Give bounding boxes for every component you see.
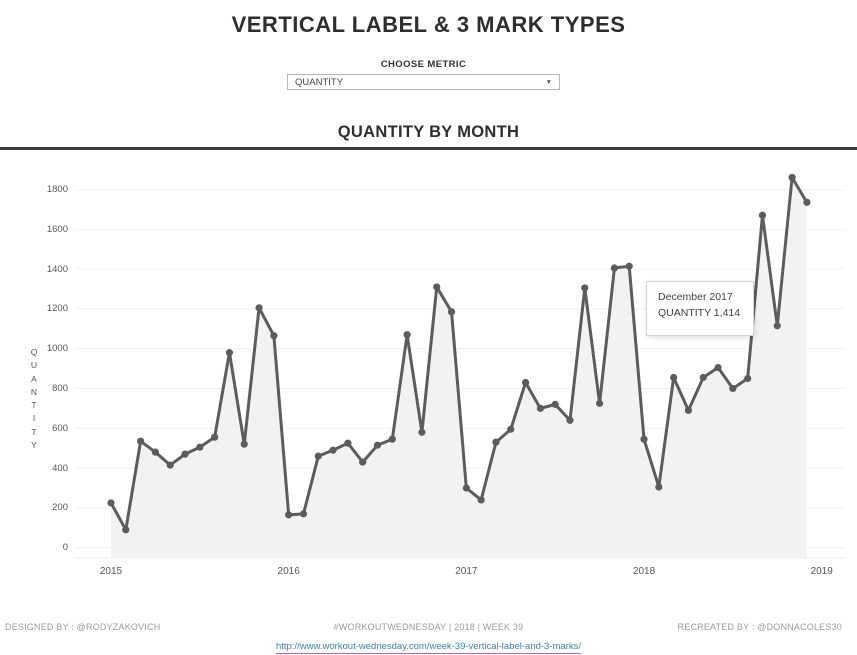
data-point[interactable] <box>536 404 544 412</box>
footer-designed-by: DESIGNED BY : @RODYZAKOVICH <box>5 622 161 632</box>
y-axis-tick-label: 1800 <box>46 183 68 195</box>
y-axis-tick-label: 0 <box>62 542 68 554</box>
data-point[interactable] <box>314 452 322 460</box>
metric-dropdown-value: QUANTITY <box>295 76 344 88</box>
data-point[interactable] <box>329 446 337 454</box>
data-point[interactable] <box>255 304 263 312</box>
data-point[interactable] <box>285 511 293 519</box>
data-point[interactable] <box>758 211 767 219</box>
data-point[interactable] <box>477 496 485 504</box>
y-axis-tick-label: 800 <box>52 382 68 394</box>
y-axis-tick-label: 1000 <box>46 343 68 355</box>
footer-recreated-by: RECREATED BY : @DONNACOLES30 <box>677 622 842 632</box>
chart-canvas[interactable] <box>0 160 857 600</box>
metric-picker-label: CHOOSE METRIC <box>380 59 467 70</box>
chart-title: QUANTITY BY MONTH <box>337 123 520 141</box>
data-point[interactable] <box>403 331 411 339</box>
data-point[interactable] <box>729 384 737 393</box>
data-point[interactable] <box>299 510 308 518</box>
data-point[interactable] <box>788 173 796 182</box>
x-axis-tick-label: 2015 <box>99 566 123 577</box>
data-point[interactable] <box>373 441 382 449</box>
y-axis-tick-label: 1200 <box>46 303 68 315</box>
data-point[interactable] <box>699 373 707 382</box>
data-point[interactable] <box>655 483 663 491</box>
data-point[interactable] <box>107 499 115 507</box>
data-point[interactable] <box>388 435 396 443</box>
data-point[interactable] <box>744 374 752 383</box>
y-axis-tick-label: 1400 <box>46 263 68 275</box>
data-point[interactable] <box>670 373 678 382</box>
data-point[interactable] <box>447 308 456 316</box>
data-point[interactable] <box>137 437 145 445</box>
footer-challenge-info: #WORKOUTWEDNESDAY | 2018 | WEEK 39 <box>333 622 524 632</box>
data-point[interactable] <box>359 458 367 466</box>
data-point[interactable] <box>225 349 234 357</box>
data-point[interactable] <box>714 363 722 372</box>
y-axis-tick-label: 600 <box>52 422 68 434</box>
data-point[interactable] <box>581 284 589 292</box>
data-point[interactable] <box>521 378 530 387</box>
data-point[interactable] <box>433 283 441 291</box>
y-axis-tick-label: 200 <box>52 502 68 514</box>
line-mark <box>109 175 809 532</box>
x-axis-tick-label: 2018 <box>632 566 656 577</box>
data-point[interactable] <box>211 433 219 441</box>
x-axis-tick-label: 2019 <box>810 566 833 577</box>
data-point[interactable] <box>684 406 693 414</box>
y-axis-tick-label: 1600 <box>46 223 68 235</box>
chevron-down-icon[interactable]: ▼ <box>545 78 552 86</box>
data-point[interactable] <box>181 450 189 458</box>
data-point[interactable] <box>418 428 426 436</box>
data-point[interactable] <box>492 438 500 446</box>
data-point[interactable] <box>610 264 619 272</box>
tooltip: December 2017 QUANTITY 1,414 <box>646 281 754 336</box>
data-point[interactable] <box>595 399 604 407</box>
metric-dropdown[interactable]: QUANTITY ▼ <box>287 74 560 90</box>
data-point[interactable] <box>270 332 278 340</box>
area-mark <box>111 177 807 559</box>
x-axis-tick-label: 2016 <box>277 566 300 577</box>
data-point[interactable] <box>462 484 470 492</box>
data-point[interactable] <box>507 425 515 433</box>
challenge-link[interactable]: http://www.workout-wednesday.com/week-39… <box>276 641 581 654</box>
data-point[interactable] <box>640 435 648 443</box>
data-point[interactable] <box>566 416 574 424</box>
footer-link-row: http://www.workout-wednesday.com/week-39… <box>0 636 857 654</box>
data-point[interactable] <box>166 461 174 469</box>
data-point[interactable] <box>344 439 352 447</box>
page-title: VERTICAL LABEL & 3 MARK TYPES <box>231 12 626 37</box>
x-axis-tick-label: 2017 <box>455 566 478 577</box>
data-point[interactable] <box>803 198 811 206</box>
tooltip-value: QUANTITY 1,414 <box>658 307 741 319</box>
data-point[interactable] <box>122 526 130 534</box>
data-point[interactable] <box>625 262 633 270</box>
divider-line <box>0 147 857 150</box>
data-point[interactable] <box>773 322 781 330</box>
tooltip-date: December 2017 <box>658 291 733 303</box>
data-point[interactable] <box>551 400 559 408</box>
data-point[interactable] <box>240 440 248 448</box>
data-point[interactable] <box>196 443 204 451</box>
data-point[interactable] <box>151 448 160 456</box>
y-axis-tick-label: 400 <box>52 462 68 474</box>
